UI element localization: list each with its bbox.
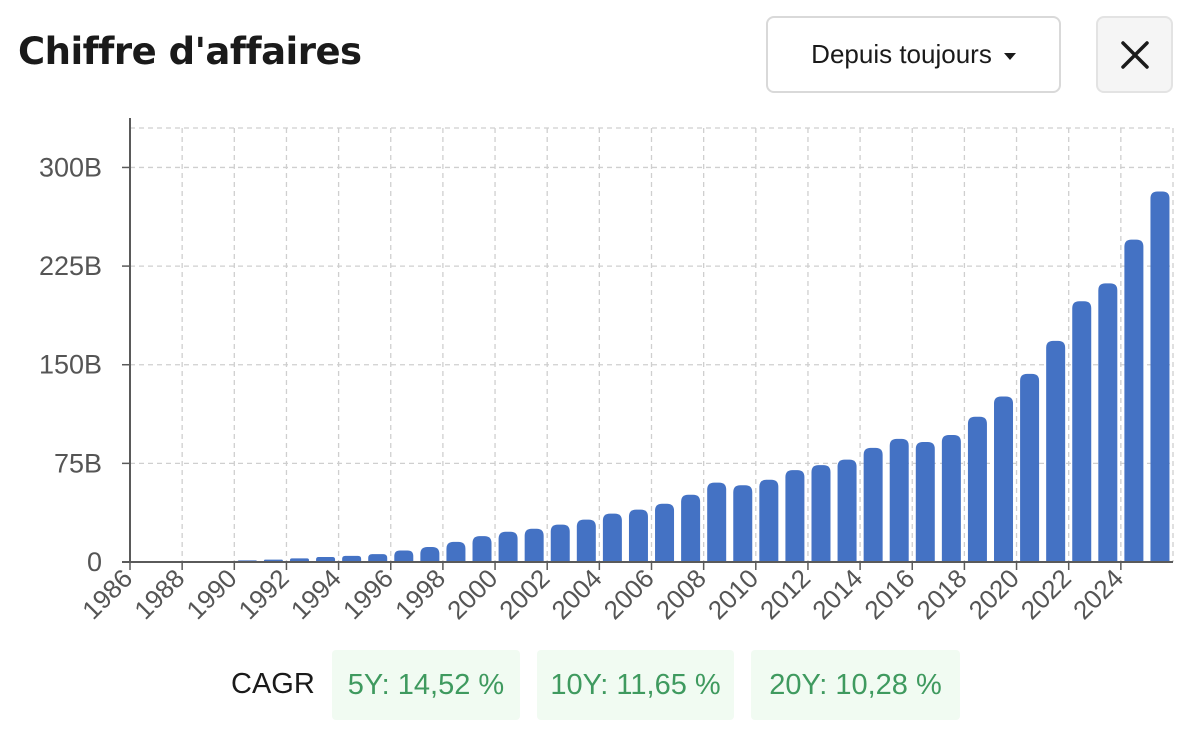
bar-2003 [576,519,596,562]
bar-2010 [759,479,779,562]
cagr-10y-badge: 10Y: 11,65 % [537,650,734,720]
bar-2000 [498,531,518,562]
y-tick-label: 150B [39,350,102,380]
y-tick-label: 300B [39,152,102,182]
bar-2006 [655,503,675,562]
x-tick-label: 2004 [545,563,607,625]
bar-1999 [472,536,492,562]
bar-2013 [837,459,857,562]
bar-2012 [811,465,831,562]
cagr-5y-value: 5Y: 14,52 % [347,668,505,701]
x-tick-label: 1996 [337,563,399,625]
x-tick-label: 2020 [963,563,1025,625]
x-tick-label: 2018 [911,563,973,625]
bar-1993 [316,557,336,562]
bar-2025 [1150,191,1170,562]
bar-1997 [420,547,440,562]
bar-2022 [1072,301,1092,562]
x-tick-label: 2014 [806,563,868,625]
bar-2002 [550,524,570,562]
x-tick-label: 2006 [598,563,660,625]
bar-2001 [524,528,544,562]
y-tick-label: 75B [54,448,102,478]
cagr-20y-value: 20Y: 10,28 % [769,668,942,701]
bar-2005 [628,509,648,562]
x-tick-label: 1986 [76,563,138,625]
cagr-section: CAGR 5Y: 14,52 % 10Y: 11,65 % 20Y: 10,28… [0,650,1186,720]
bar-2019 [994,396,1014,562]
bar-2009 [733,485,753,562]
cagr-10y-value: 10Y: 11,65 % [550,668,721,701]
y-tick-label: 0 [87,547,102,577]
x-tick-label: 2010 [702,563,764,625]
x-tick-label: 2016 [858,563,920,625]
x-tick-label: 1994 [285,563,347,625]
x-tick-label: 1988 [128,563,190,625]
x-tick-label: 2008 [650,563,712,625]
bar-2024 [1124,239,1144,562]
period-dropdown[interactable]: Depuis toujours [766,16,1061,93]
bar-2018 [967,416,987,562]
bar-1995 [368,554,388,562]
bar-2016 [915,442,935,562]
bar-2017 [941,434,961,562]
bar-2011 [785,470,805,562]
cagr-label: CAGR [231,668,315,700]
bar-2004 [602,513,622,562]
chevron-down-icon [1003,52,1016,60]
x-tick-label: 2000 [441,563,503,625]
bar-2007 [681,494,701,562]
bar-2015 [889,438,909,562]
x-tick-label: 2022 [1015,563,1077,625]
revenue-bar-chart: 0 75B 150B 225B 300B 198619881990199219941996… [39,118,1174,625]
bar-2021 [1046,340,1066,562]
cagr-20y-badge: 20Y: 10,28 % [751,650,960,720]
cagr-5y-badge: 5Y: 14,52 % [332,650,520,720]
x-tick-label: 1990 [180,563,242,625]
bar-1996 [394,550,414,562]
bar-2023 [1098,283,1118,562]
period-dropdown-label: Depuis toujours [811,39,992,69]
bar-1994 [342,555,362,562]
x-tick-label: 2002 [493,563,555,625]
x-tick-label: 1992 [233,563,295,625]
close-button[interactable] [1096,16,1173,93]
page-title: Chiffre d'affaires [18,30,362,73]
y-tick-label: 225B [39,251,102,281]
x-tick-label: 2012 [754,563,816,625]
bar-2020 [1020,373,1040,562]
bar-2014 [863,447,883,562]
bar-1998 [446,541,466,562]
close-icon [1120,40,1149,69]
x-tick-label: 2024 [1067,563,1129,625]
bar-2008 [707,482,727,562]
x-tick-label: 1998 [389,563,451,625]
